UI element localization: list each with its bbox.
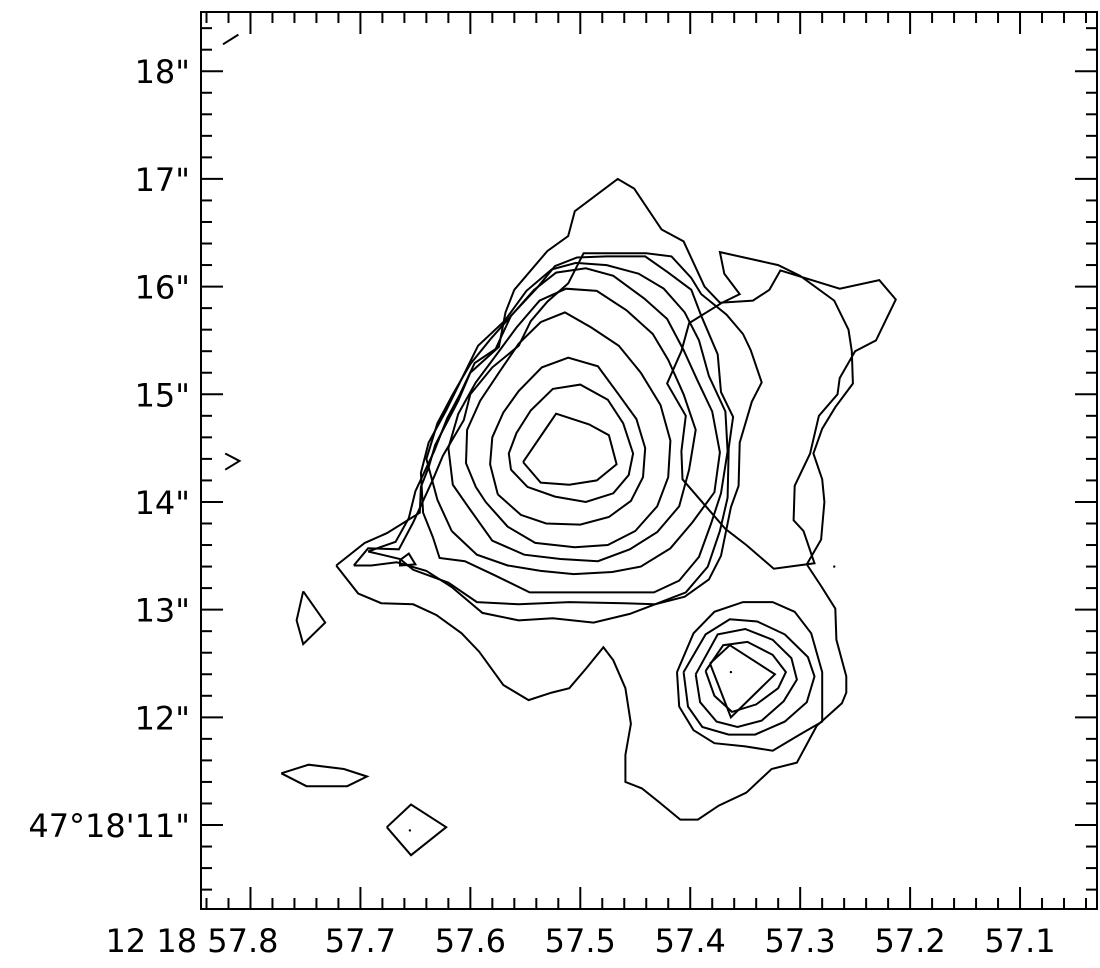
slash-mark: [222, 33, 239, 46]
y-tick-label: 15": [135, 376, 190, 414]
x-tick-label: 57.7: [325, 922, 396, 960]
contour-level-9: [507, 383, 635, 504]
y-tick-label: 47°18'11": [28, 807, 190, 845]
axis-ticks: [201, 12, 1097, 909]
contour-blob-bottom: [386, 803, 448, 857]
dot-right: [833, 565, 836, 568]
y-tick-label: 17": [135, 161, 190, 199]
contour-knot-peak: [709, 643, 777, 720]
y-tick-label: 13": [135, 592, 190, 630]
contour-lines: [280, 177, 897, 857]
contour-level-3: [367, 255, 735, 606]
x-tick-label: 57.5: [545, 922, 616, 960]
y-tick-label: 12": [135, 699, 190, 737]
contour-blob-left-low: [280, 763, 370, 788]
x-tick-label: 57.4: [655, 922, 726, 960]
contour-level-5: [425, 267, 721, 576]
x-axis-tick-labels: 12 18 57.8 57.7 57.6 57.5 57.4 57.3 57.2 57.1: [105, 922, 1055, 960]
contour-knot-outer: [676, 601, 824, 752]
contour-blob-tiny: [399, 552, 418, 567]
y-tick-label: 18": [135, 53, 190, 91]
contour-knot-4: [704, 640, 788, 714]
y-tick-label: 16": [135, 269, 190, 307]
chevron-mark: [224, 452, 242, 471]
y-axis-tick-labels: 18" 17" 16" 15" 14" 13" 12" 47°18'11": [28, 53, 190, 845]
plot-frame: [200, 11, 1098, 910]
contour-outer: [335, 177, 897, 821]
contour-blob-left-mid: [295, 590, 327, 646]
contour-peak: [522, 412, 618, 486]
contour-level-7: [464, 311, 672, 549]
contour-marks: [222, 33, 836, 832]
contour-level-2: [353, 252, 763, 624]
contour-level-4: [419, 261, 729, 594]
contour-level-8: [489, 356, 647, 526]
x-tick-label: 12 18 57.8: [105, 922, 278, 960]
peak-dot-knot: [729, 670, 733, 674]
peak-dot-main: [408, 829, 412, 832]
x-tick-label: 57.1: [984, 922, 1055, 960]
contour-level-6: [447, 287, 697, 563]
contour-knot-2: [682, 618, 816, 736]
x-tick-label: 57.6: [435, 922, 506, 960]
x-tick-label: 57.2: [874, 922, 945, 960]
x-tick-label: 57.3: [765, 922, 836, 960]
y-tick-label: 14": [135, 484, 190, 522]
contour-knot-3: [694, 627, 798, 729]
